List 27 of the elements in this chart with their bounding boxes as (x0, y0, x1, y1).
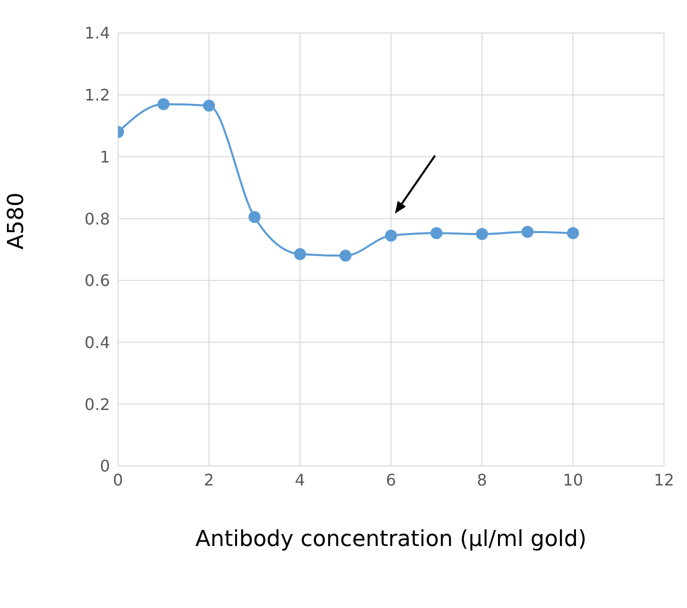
x-tick-label: 10 (562, 470, 584, 490)
y-tick-label: 1 (100, 147, 110, 166)
x-tick-label: 0 (112, 470, 124, 490)
y-tick-label: 1.2 (84, 86, 110, 105)
point (340, 250, 352, 262)
y-tick-label: 0.2 (84, 394, 110, 414)
x-tick-label: 12 (654, 470, 674, 490)
point (476, 228, 488, 240)
y-tick-label: 1.4 (84, 24, 110, 43)
y-tick-label: 0 (100, 456, 110, 476)
point (567, 227, 579, 240)
y-axis-title: A580 (4, 192, 29, 250)
point (430, 227, 442, 240)
y-tick-label: 0.8 (84, 209, 110, 228)
point (385, 230, 397, 242)
point (522, 226, 534, 238)
point (158, 98, 170, 110)
x-tick-label: 8 (476, 470, 488, 490)
point (203, 100, 215, 112)
y-tick-label: 0.4 (84, 332, 110, 352)
point (294, 248, 306, 260)
x-tick-label: 4 (294, 470, 306, 490)
point (248, 211, 260, 224)
x-tick-label: 6 (386, 470, 396, 490)
x-tick-label: 2 (204, 470, 214, 490)
y-tick-label: 0.6 (84, 271, 110, 290)
x-axis-title: Antibody concentration (µl/ml gold) (195, 527, 587, 552)
